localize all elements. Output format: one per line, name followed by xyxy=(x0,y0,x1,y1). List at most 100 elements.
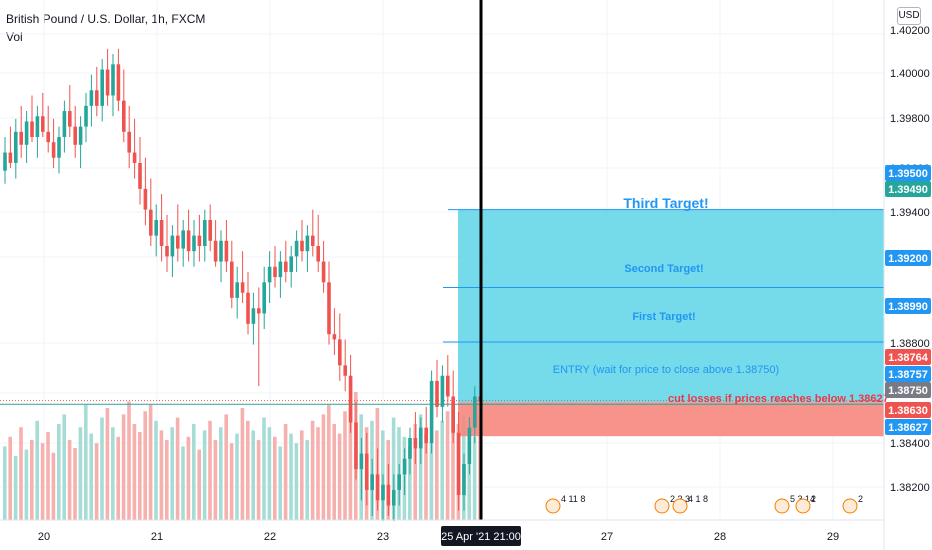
event-badge: 2 xyxy=(858,494,863,504)
candle-body xyxy=(78,126,83,145)
volume-bar xyxy=(111,427,115,520)
event-badge: 2 xyxy=(811,494,816,504)
currency-button[interactable]: USD xyxy=(897,7,921,25)
price-tag-label: 1.39490 xyxy=(888,184,928,196)
price-tag xyxy=(885,165,931,181)
volume-bar xyxy=(321,414,326,520)
candle-body xyxy=(170,235,175,257)
stop-zone xyxy=(458,402,884,437)
volume-bar xyxy=(327,404,331,520)
candle-body xyxy=(100,69,104,106)
volume-bar xyxy=(46,432,50,520)
volume-bar xyxy=(186,436,191,520)
price-tag xyxy=(885,419,931,435)
price-tag xyxy=(885,382,931,398)
candle-body xyxy=(213,240,218,262)
event-flag-icon xyxy=(774,498,790,514)
candle-body xyxy=(251,308,256,324)
volume-bar xyxy=(89,433,93,520)
x-tick-label: 27 xyxy=(601,531,613,543)
candle-body xyxy=(370,474,374,490)
volume-bar xyxy=(445,411,450,520)
volume-bar xyxy=(192,424,196,520)
volume-bar xyxy=(408,446,412,520)
candle-body xyxy=(19,131,23,145)
candle-body xyxy=(203,220,207,246)
event-flag-icon xyxy=(795,498,811,514)
candle-body xyxy=(386,484,391,506)
volume-bar xyxy=(57,424,61,520)
candle-body xyxy=(62,111,67,137)
candle-body xyxy=(273,266,277,278)
volume-bar xyxy=(348,401,353,520)
volume-bar xyxy=(219,427,223,520)
candle-body xyxy=(316,245,320,262)
price-tag-label: 1.38757 xyxy=(888,369,928,381)
volume-bar xyxy=(170,427,174,520)
volume-bar xyxy=(235,433,239,520)
x-tick-label: 28 xyxy=(714,531,726,543)
candle-body xyxy=(181,230,185,249)
candle-body xyxy=(8,152,13,163)
volume-bar xyxy=(40,443,45,520)
price-tag-label: 1.38627 xyxy=(888,422,928,434)
volume-bar xyxy=(84,404,88,520)
third-target-label: Third Target! xyxy=(623,195,708,211)
volume-bar xyxy=(94,443,99,520)
y-tick-label: 1.40000 xyxy=(890,68,930,80)
candle-body xyxy=(413,438,418,449)
candle-body xyxy=(327,282,331,335)
y-tick-label: 1.38200 xyxy=(890,482,930,494)
volume-bar xyxy=(202,430,207,520)
x-tick-label: 20 xyxy=(38,531,50,543)
price-tag xyxy=(885,366,931,382)
volume-bar xyxy=(13,456,18,520)
volume-bar xyxy=(148,404,153,520)
candle-body xyxy=(467,427,472,464)
candle-body xyxy=(381,484,385,501)
candle-body xyxy=(122,100,126,132)
y-tick-label: 1.38800 xyxy=(890,338,930,350)
candle-body xyxy=(138,162,142,189)
candle-body xyxy=(440,375,445,407)
volume-bar xyxy=(73,448,77,520)
candle-body xyxy=(397,474,401,490)
crosshair-time-tag xyxy=(441,526,521,546)
volume-bar xyxy=(424,433,428,520)
price-tag xyxy=(885,349,931,365)
candle-body xyxy=(419,427,423,449)
volume-bar xyxy=(105,408,110,520)
candle-body xyxy=(462,463,466,496)
volume-bar xyxy=(273,436,277,520)
candle-body xyxy=(435,380,439,407)
candle-body xyxy=(89,90,94,106)
volume-bar xyxy=(116,436,120,520)
candle-body xyxy=(332,334,337,340)
candle-body xyxy=(111,64,115,96)
volume-bar xyxy=(224,414,228,520)
candle-body xyxy=(224,240,229,262)
volume-bar xyxy=(251,430,255,520)
volume-bar xyxy=(154,420,158,520)
volume-bar xyxy=(472,436,477,520)
volume-bar xyxy=(267,427,272,520)
candle-body xyxy=(192,235,196,252)
candle-body xyxy=(284,261,288,272)
candle-body xyxy=(365,453,369,490)
volume-bar xyxy=(175,417,180,520)
volume-bar xyxy=(165,440,169,520)
candle-body xyxy=(230,261,234,298)
volume-bar xyxy=(300,430,304,520)
volume-bar xyxy=(294,443,299,520)
candle-body xyxy=(176,235,180,249)
candle-body xyxy=(375,474,380,501)
candle-body xyxy=(165,245,169,257)
candle-body xyxy=(311,235,315,246)
candle-body xyxy=(343,365,347,376)
volume-bar xyxy=(451,401,455,520)
x-tick-label: 23 xyxy=(377,531,389,543)
volume-bar xyxy=(159,430,164,520)
volume-bar xyxy=(30,440,34,520)
candle-body xyxy=(186,230,191,252)
